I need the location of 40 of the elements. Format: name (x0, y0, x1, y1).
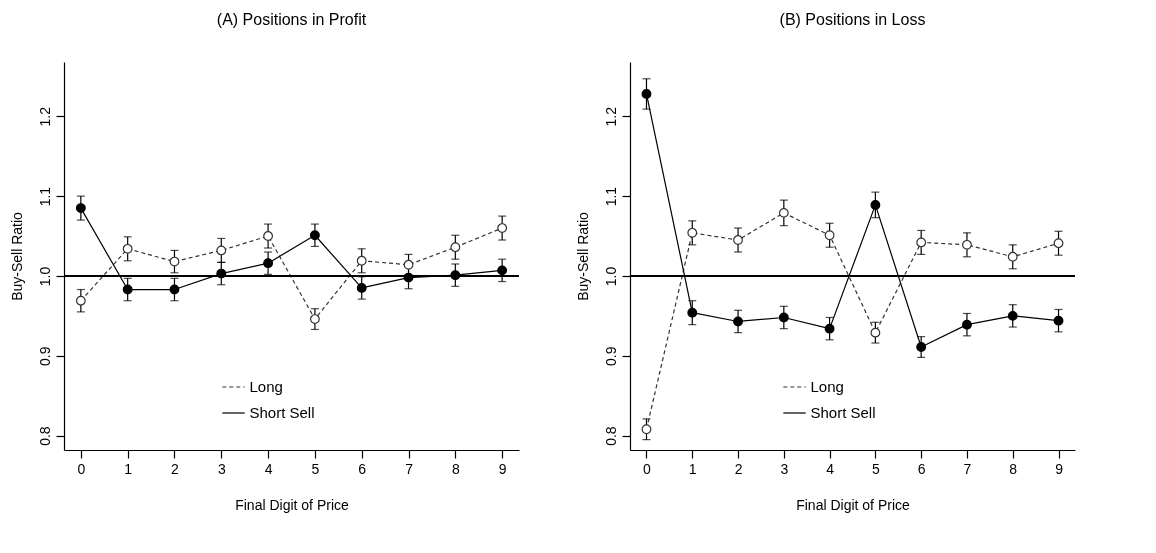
x-tick-label: 0 (643, 460, 652, 477)
y-tick-label: 1.1 (602, 186, 619, 207)
x-axis-title: Final Digit of Price (235, 496, 350, 513)
chart-title: (B) Positions in Loss (779, 11, 926, 28)
y-tick-label: 0.9 (602, 346, 619, 367)
x-tick-label: 4 (264, 460, 273, 477)
y-tick-label: 0.8 (36, 426, 53, 446)
y-tick-label: 0.8 (602, 426, 619, 446)
x-tick-label: 1 (124, 460, 133, 477)
x-tick-label: 6 (358, 460, 367, 477)
x-tick-label: 8 (451, 460, 460, 477)
y-tick-label: 1.0 (602, 266, 619, 287)
legend-label: Short Sell (249, 404, 315, 421)
y-axis-title: Buy-Sell Ratio (8, 211, 25, 301)
y-tick-label: 1.2 (602, 106, 619, 127)
x-tick-label: 2 (171, 460, 180, 477)
x-tick-label: 7 (963, 460, 972, 477)
x-tick-label: 8 (1009, 460, 1018, 477)
x-tick-label: 7 (405, 460, 414, 477)
chart-title: (A) Positions in Profit (216, 11, 367, 28)
legend-label: Long (249, 378, 283, 395)
legend-label: Short Sell (810, 404, 876, 421)
y-axis-title: Buy-Sell Ratio (574, 211, 591, 301)
x-tick-label: 5 (871, 460, 880, 477)
x-tick-label: 9 (498, 460, 507, 477)
x-axis-title: Final Digit of Price (796, 496, 911, 513)
x-tick-label: 1 (688, 460, 697, 477)
y-tick-label: 0.9 (36, 346, 53, 367)
x-tick-label: 5 (311, 460, 320, 477)
x-tick-label: 3 (780, 460, 789, 477)
y-tick-label: 1.2 (36, 106, 53, 127)
x-tick-label: 9 (1055, 460, 1064, 477)
x-tick-label: 3 (217, 460, 226, 477)
y-tick-label: 1.0 (36, 266, 53, 287)
legend-label: Long (810, 378, 844, 395)
x-tick-label: 2 (734, 460, 743, 477)
x-tick-label: 6 (917, 460, 926, 477)
x-tick-label: 0 (77, 460, 86, 477)
x-tick-label: 4 (826, 460, 835, 477)
y-tick-label: 1.1 (36, 186, 53, 207)
